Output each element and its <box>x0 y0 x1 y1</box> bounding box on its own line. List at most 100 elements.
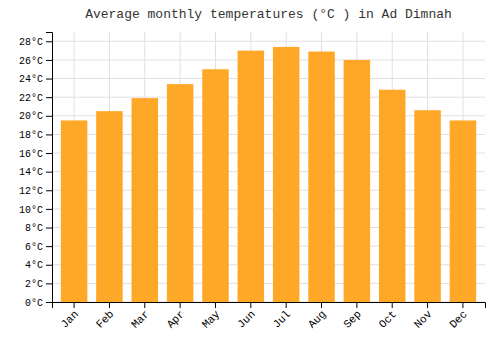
tick-label: 24°C <box>19 74 43 85</box>
tick: Sep <box>341 302 363 331</box>
tick-mark <box>74 302 75 308</box>
tick: Nov <box>412 302 435 331</box>
tick-label: Dec <box>447 308 469 330</box>
bar <box>344 60 371 302</box>
tick-label: Sep <box>341 308 363 330</box>
bar <box>96 111 123 302</box>
tick-mark <box>180 302 181 308</box>
tick-mark <box>46 60 52 61</box>
tick-mark <box>144 302 145 308</box>
tick: 24°C <box>19 74 52 85</box>
bar <box>238 51 265 302</box>
tick-mark <box>321 302 322 308</box>
tick-label: Jan <box>59 308 81 330</box>
tick-label: Apr <box>165 308 187 330</box>
tick-label: 14°C <box>19 167 43 178</box>
bar <box>202 69 229 302</box>
tick: 0°C <box>25 298 52 309</box>
tick: 12°C <box>19 186 52 197</box>
grid-line <box>52 41 485 42</box>
bar <box>450 120 477 302</box>
tick-label: Nov <box>412 308 435 331</box>
tick-mark <box>46 97 52 98</box>
title: Average monthly temperatures (°C ) in Ad… <box>85 7 452 22</box>
tick-mark <box>46 190 52 191</box>
tick-label: 12°C <box>19 186 43 197</box>
tick: Feb <box>94 302 116 331</box>
grid-line <box>52 59 485 60</box>
plot: Jan Feb Mar Apr May Jun Jul Aug Sep Oct Nov Dec 0°C 2… <box>19 32 486 331</box>
tick: 28°C <box>19 37 52 48</box>
tick: Jul <box>271 302 293 331</box>
tick-label: Feb <box>94 308 116 330</box>
tick-mark <box>109 302 110 308</box>
tick-mark <box>46 153 52 154</box>
tick: 8°C <box>25 223 52 234</box>
tick-label: 26°C <box>19 56 43 67</box>
tick: 16°C <box>19 149 52 160</box>
tick-mark <box>46 246 52 247</box>
tick-label: 10°C <box>19 205 43 216</box>
grid-line <box>52 78 485 79</box>
tick-label: Jun <box>235 308 257 330</box>
bar <box>61 120 88 302</box>
tick-label: 18°C <box>19 130 43 141</box>
tick-label: 8°C <box>25 223 43 234</box>
tick-mark <box>46 41 52 42</box>
tick: 22°C <box>19 93 52 104</box>
tick-label: 16°C <box>19 149 43 160</box>
tick-mark <box>46 79 52 80</box>
tick-mark <box>46 265 52 266</box>
tick: 4°C <box>25 260 52 271</box>
tick-label: 28°C <box>19 37 43 48</box>
tick-label: Aug <box>306 308 328 330</box>
tick-label: May <box>200 308 223 331</box>
tick: 2°C <box>25 279 52 290</box>
tick-mark <box>215 302 216 308</box>
tick-label: Mar <box>129 308 151 330</box>
grid-line <box>52 97 485 98</box>
tick: 10°C <box>19 205 52 216</box>
tick-mark <box>392 302 393 308</box>
tick-label: 20°C <box>19 111 43 122</box>
tick: Dec <box>447 302 469 331</box>
tick-mark <box>46 134 52 135</box>
tick-mark <box>46 283 52 284</box>
tick: 20°C <box>19 111 52 122</box>
tick-label: 6°C <box>25 242 43 253</box>
tick-mark <box>46 228 52 229</box>
tick: Jan <box>59 302 81 331</box>
bar <box>379 90 406 302</box>
axis-line <box>46 33 53 303</box>
tick-label: Oct <box>377 308 399 330</box>
x-axis: Jan Feb Mar Apr May Jun Jul Aug Sep Oct Nov Dec <box>53 302 486 331</box>
axis-line <box>53 303 486 309</box>
tick-mark <box>46 302 52 303</box>
chart: Jan Feb Mar Apr May Jun Jul Aug Sep Oct Nov Dec 0°C 2… <box>0 0 500 350</box>
tick-label: Jul <box>271 308 293 330</box>
bar <box>273 47 300 302</box>
tick-mark <box>286 302 287 308</box>
tick-mark <box>427 302 428 308</box>
bar <box>308 52 335 302</box>
bar <box>167 84 194 302</box>
tick-label: 2°C <box>25 279 43 290</box>
bar <box>132 98 159 302</box>
tick: Apr <box>165 302 187 331</box>
tick-mark <box>462 302 463 308</box>
tick-mark <box>46 209 52 210</box>
tick: May <box>200 302 223 331</box>
tick: Mar <box>129 302 151 331</box>
tick-mark <box>46 116 52 117</box>
tick: 6°C <box>25 242 52 253</box>
tick-label: 0°C <box>25 298 43 309</box>
tick-mark <box>250 302 251 308</box>
tick-mark <box>46 172 52 173</box>
tick: Oct <box>377 302 399 331</box>
tick: 14°C <box>19 167 52 178</box>
bar <box>414 110 441 302</box>
tick-label: 4°C <box>25 260 43 271</box>
y-axis: 0°C 2°C 4°C 6°C 8°C 10°C 12°C 14°C 16°C 18°C 20°C 2… <box>19 33 53 309</box>
tick: Aug <box>306 302 328 331</box>
tick: 26°C <box>19 56 52 67</box>
